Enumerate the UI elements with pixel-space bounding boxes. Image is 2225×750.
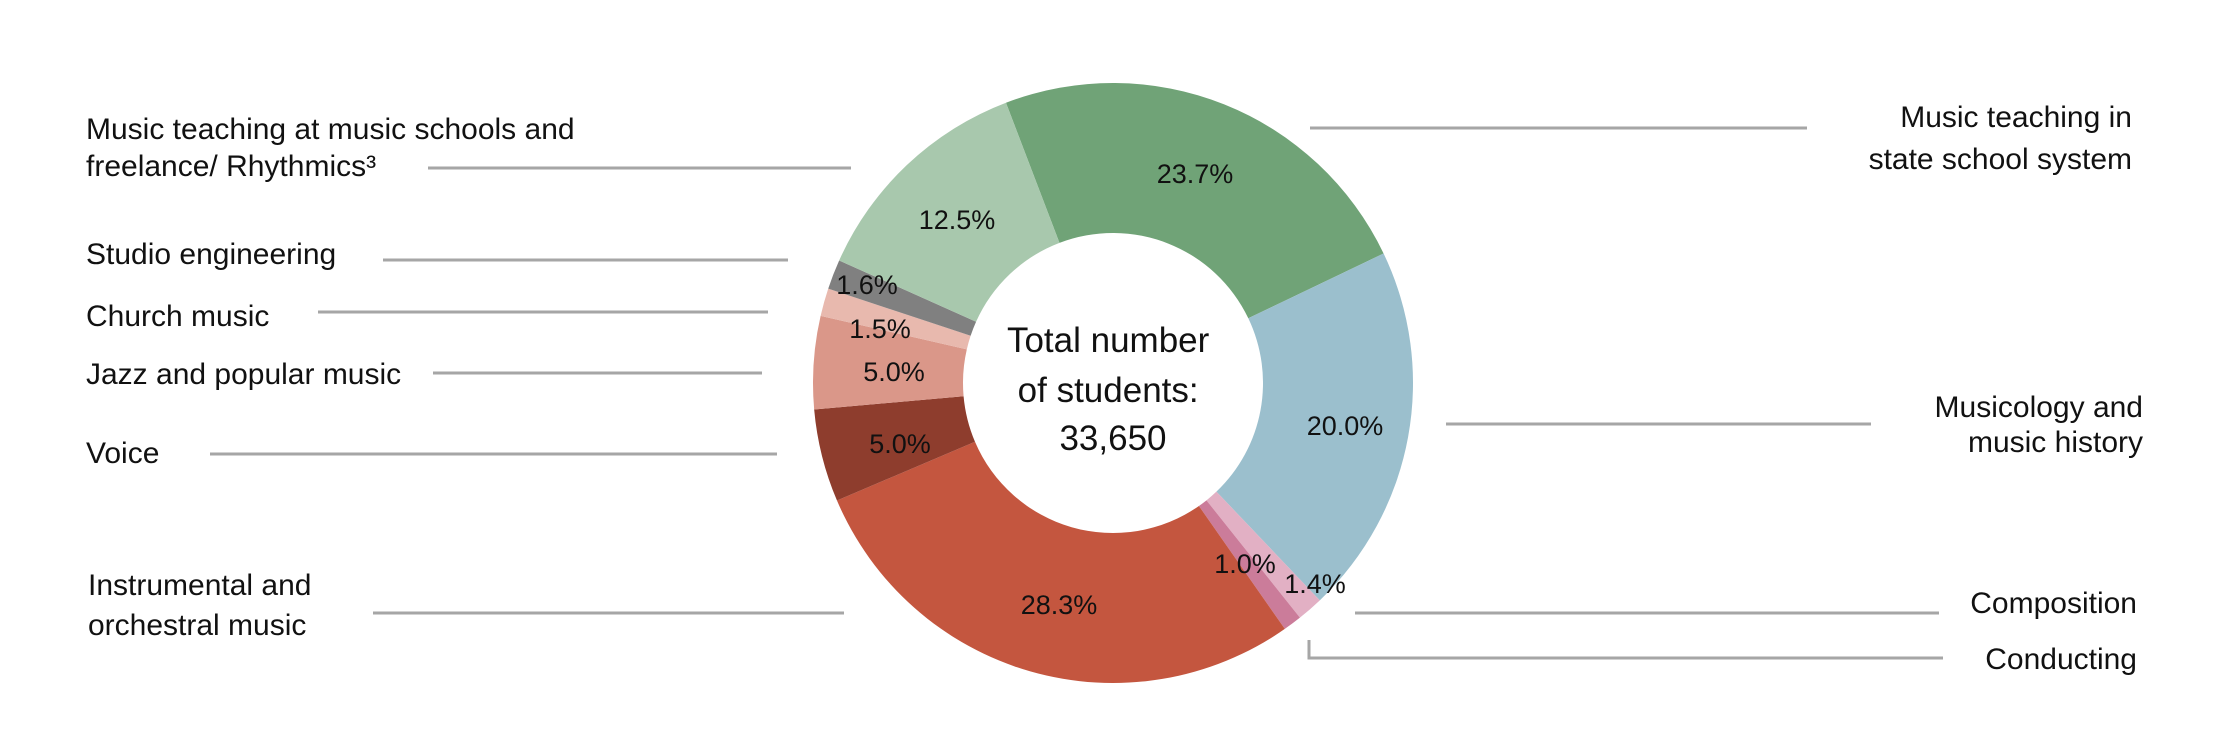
slice-music-teaching-at-music-schools-and-freelance-rhythmics	[839, 102, 1060, 322]
category-label-conducting: Conducting	[1985, 643, 2137, 676]
value-label-church-music: 1.5%	[849, 314, 911, 344]
category-label-jazz-and-popular-music: Jazz and popular music	[86, 358, 401, 391]
category-label-line: Jazz and popular music	[86, 358, 401, 391]
category-label-line: Church music	[86, 300, 269, 333]
category-label-line: state school system	[1869, 143, 2132, 176]
value-label-musicology-and-music-history: 20.0%	[1307, 411, 1384, 441]
value-label-jazz-and-popular-music: 5.0%	[863, 357, 925, 387]
slice-church-music	[820, 288, 971, 350]
category-label-music-teaching-in-state-school-system: Music teaching in state school system	[1869, 101, 2132, 176]
category-label-voice: Voice	[86, 437, 159, 470]
category-label-studio-engineering: Studio engineering	[86, 238, 336, 271]
value-label-music-teaching-at-music-schools-and-freelance-rhythmics: 12.5%	[919, 205, 996, 235]
center-line-2: of students:	[1018, 371, 1199, 410]
center-total-label: Total number of students: 33,650	[1007, 321, 1219, 458]
category-labels: Music teaching in state school systemMusi…	[86, 101, 2143, 676]
slice-conducting	[1198, 500, 1300, 629]
category-label-line: Musicology and	[1935, 391, 2143, 424]
slice-voice	[814, 396, 975, 501]
value-label-voice: 5.0%	[869, 429, 931, 459]
leader-line-conducting	[1307, 640, 1943, 660]
category-label-composition: Composition	[1970, 587, 2137, 620]
percentage-labels: 23.7% 20.0% 1.4% 1.0% 28.3% 5.0% 5.0% 1.5% 1.6% 1…	[836, 159, 1383, 620]
value-label-music-teaching-in-state-school-system: 23.7%	[1157, 159, 1234, 189]
center-line-3: 33,650	[1059, 419, 1166, 458]
category-label-church-music: Church music	[86, 300, 269, 333]
category-label-line: Music teaching at music schools and	[86, 113, 575, 146]
category-label-line: freelance/ Rhythmics³	[86, 150, 376, 183]
slice-instrumental-and-orchestral-music	[836, 441, 1285, 684]
leader-lines	[210, 126, 1943, 660]
category-label-line: Instrumental and	[88, 569, 311, 602]
category-label-line: music history	[1968, 426, 2143, 459]
category-label-line: Studio engineering	[86, 238, 336, 271]
value-label-composition: 1.4%	[1284, 569, 1346, 599]
value-label-studio-engineering: 1.6%	[836, 270, 898, 300]
slice-studio-engineering	[828, 260, 977, 336]
slice-musicology-and-music-history	[1216, 253, 1413, 601]
category-label-line: Music teaching in	[1900, 101, 2132, 134]
category-label-line: Composition	[1970, 587, 2137, 620]
value-label-conducting: 1.0%	[1214, 549, 1276, 579]
value-label-instrumental-and-orchestral-music: 28.3%	[1021, 590, 1098, 620]
donut-slices	[813, 82, 1413, 684]
category-label-musicology-and-music-history: Musicology and music history	[1935, 391, 2143, 459]
category-label-music-teaching-at-music-schools-and-freelance-rhythmics: Music teaching at music schools and freel…	[86, 113, 575, 183]
slice-music-teaching-in-state-school-system	[1005, 82, 1384, 319]
category-label-line: orchestral music	[88, 609, 306, 642]
category-label-instrumental-and-orchestral-music: Instrumental and orchestral music	[88, 569, 311, 642]
slice-jazz-and-popular-music	[813, 315, 967, 410]
category-label-line: Voice	[86, 437, 159, 470]
center-line-1: Total number	[1007, 321, 1210, 360]
category-label-line: Conducting	[1985, 643, 2137, 676]
slice-composition	[1206, 491, 1320, 618]
